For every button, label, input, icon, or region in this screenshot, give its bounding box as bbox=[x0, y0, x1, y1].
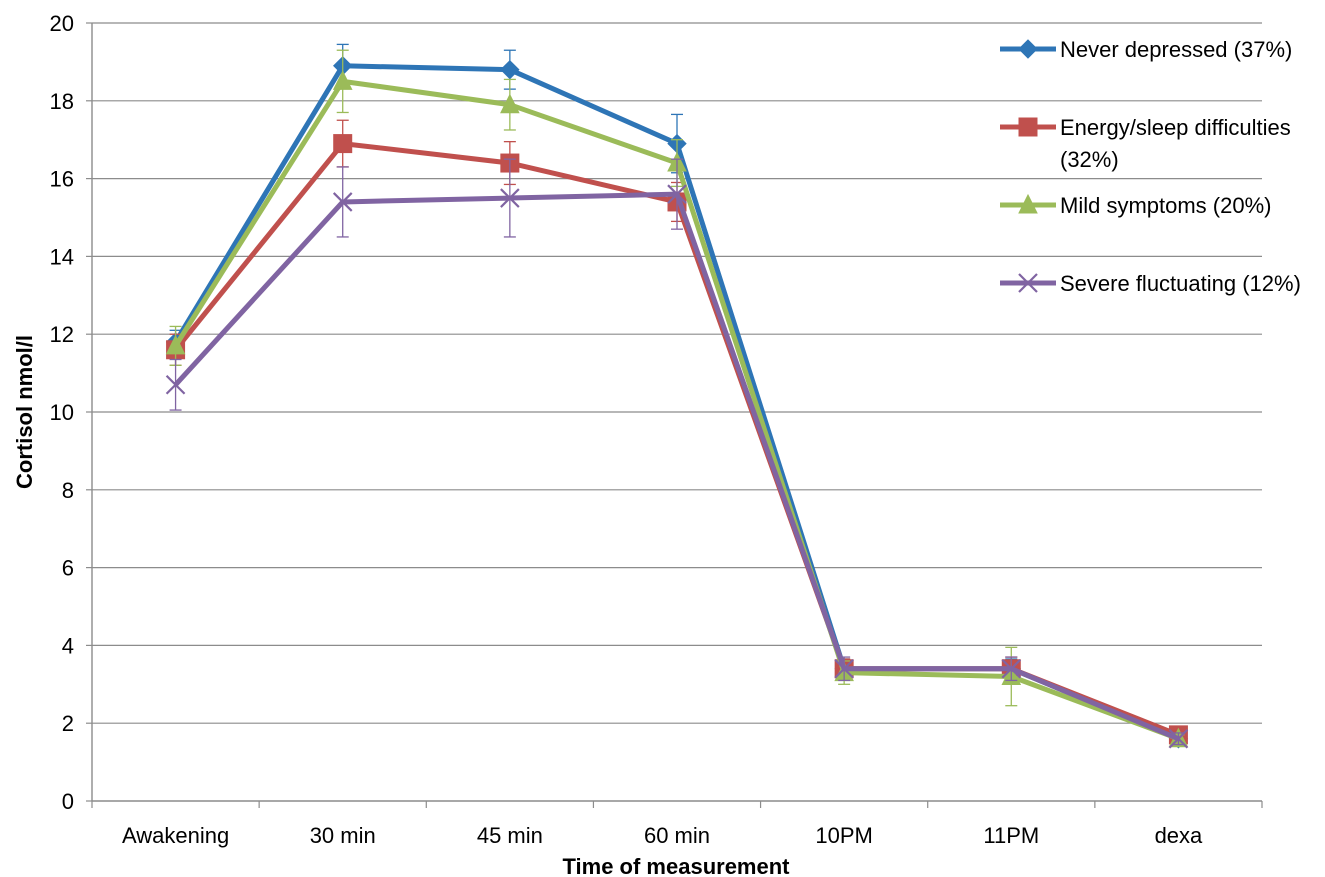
data-point-triangle bbox=[332, 70, 353, 90]
y-tick-label: 6 bbox=[62, 556, 74, 581]
legend-item: Severe fluctuating (12%) bbox=[1000, 271, 1301, 296]
data-point-x-stroke bbox=[1018, 273, 1038, 293]
plot-area bbox=[165, 43, 1189, 749]
legend-label: Severe fluctuating (12%) bbox=[1060, 271, 1301, 296]
series-x bbox=[165, 158, 1189, 749]
data-point-x bbox=[1018, 273, 1038, 293]
legend-item: Mild symptoms (20%) bbox=[1000, 193, 1271, 218]
y-tick-labels: 0 2 4 6 8 10 12 14 16 18 20 bbox=[50, 11, 74, 814]
data-point-x-stroke bbox=[834, 658, 854, 679]
data-point-square bbox=[333, 134, 353, 154]
data-point-square bbox=[1018, 117, 1038, 137]
y-tick-label: 20 bbox=[50, 11, 74, 36]
gridlines bbox=[92, 22, 1262, 724]
data-point-x bbox=[1168, 728, 1189, 749]
data-point-x-stroke bbox=[1001, 658, 1022, 679]
data-point-triangle bbox=[500, 93, 520, 114]
x-tick-label: 60 min bbox=[644, 823, 710, 848]
data-point-x bbox=[165, 374, 186, 395]
series-triangle bbox=[165, 49, 1189, 748]
data-point-diamond bbox=[1018, 39, 1038, 59]
y-tick-label: 14 bbox=[50, 244, 74, 269]
legend-label: (32%) bbox=[1060, 147, 1119, 172]
data-point-x-stroke bbox=[332, 192, 353, 212]
legend-item: Energy/sleep difficulties (32%) bbox=[1000, 115, 1291, 172]
y-tick-label: 4 bbox=[62, 633, 74, 658]
axes bbox=[86, 22, 1263, 808]
data-point-diamond bbox=[500, 59, 520, 80]
legend: Never depressed (37%) Energy/sleep diffic… bbox=[1000, 37, 1301, 296]
data-point-x-stroke bbox=[667, 184, 687, 204]
y-tick-label: 2 bbox=[62, 711, 74, 736]
data-point-x bbox=[332, 192, 353, 212]
x-tick-labels: Awakening 30 min 45 min 60 min 10PM 11PM dexa bbox=[122, 823, 1203, 848]
x-tick-label: 45 min bbox=[477, 823, 543, 848]
legend-item: Never depressed (37%) bbox=[1000, 37, 1292, 62]
y-tick-label: 18 bbox=[50, 89, 74, 114]
y-tick-label: 0 bbox=[62, 789, 74, 814]
data-point-x-stroke bbox=[165, 374, 186, 395]
y-tick-label: 16 bbox=[50, 167, 74, 192]
data-point-triangle bbox=[165, 334, 186, 355]
x-axis-title: Time of measurement bbox=[562, 854, 790, 877]
data-point-x bbox=[667, 184, 687, 204]
x-tick-label: 30 min bbox=[310, 823, 376, 848]
x-tick-label: 11PM bbox=[983, 823, 1039, 848]
y-axis-title: Cortisol nmol/l bbox=[12, 335, 37, 489]
legend-label: Energy/sleep difficulties bbox=[1060, 115, 1291, 140]
data-point-x bbox=[500, 188, 520, 208]
y-tick-label: 10 bbox=[50, 400, 74, 425]
x-tick-label: Awakening bbox=[122, 823, 229, 848]
data-point-x-stroke bbox=[500, 188, 520, 208]
series-line bbox=[173, 191, 1180, 742]
x-tick-label: dexa bbox=[1155, 823, 1203, 848]
data-point-x bbox=[834, 658, 854, 679]
data-point-x-stroke bbox=[1168, 728, 1189, 749]
y-tick-label: 8 bbox=[62, 478, 74, 503]
legend-label: Mild symptoms (20%) bbox=[1060, 193, 1271, 218]
series-line bbox=[173, 141, 1180, 738]
data-point-triangle bbox=[1018, 193, 1038, 214]
y-tick-label: 12 bbox=[50, 322, 74, 347]
data-point-x bbox=[1001, 658, 1022, 679]
legend-label: Never depressed (37%) bbox=[1060, 37, 1292, 62]
x-tick-label: 10PM bbox=[815, 823, 872, 848]
